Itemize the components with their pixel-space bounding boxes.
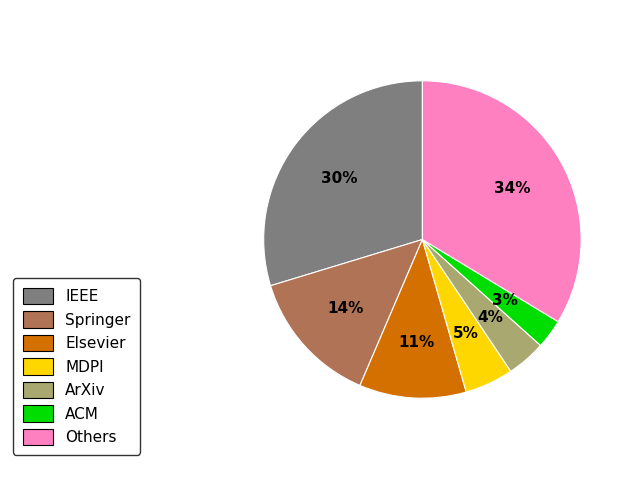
Wedge shape [422, 240, 511, 392]
Text: 11%: 11% [398, 335, 434, 350]
Text: 34%: 34% [494, 182, 531, 196]
Text: 4%: 4% [477, 310, 503, 325]
Wedge shape [422, 240, 558, 345]
Wedge shape [422, 81, 581, 322]
Text: 14%: 14% [328, 301, 364, 316]
Text: 3%: 3% [492, 294, 518, 308]
Legend: IEEE, Springer, Elsevier, MDPI, ArXiv, ACM, Others: IEEE, Springer, Elsevier, MDPI, ArXiv, A… [13, 278, 140, 455]
Wedge shape [264, 81, 422, 285]
Wedge shape [422, 240, 541, 371]
Wedge shape [271, 240, 422, 386]
Wedge shape [360, 240, 467, 398]
Text: 30%: 30% [321, 171, 358, 185]
Text: 5%: 5% [453, 326, 479, 341]
